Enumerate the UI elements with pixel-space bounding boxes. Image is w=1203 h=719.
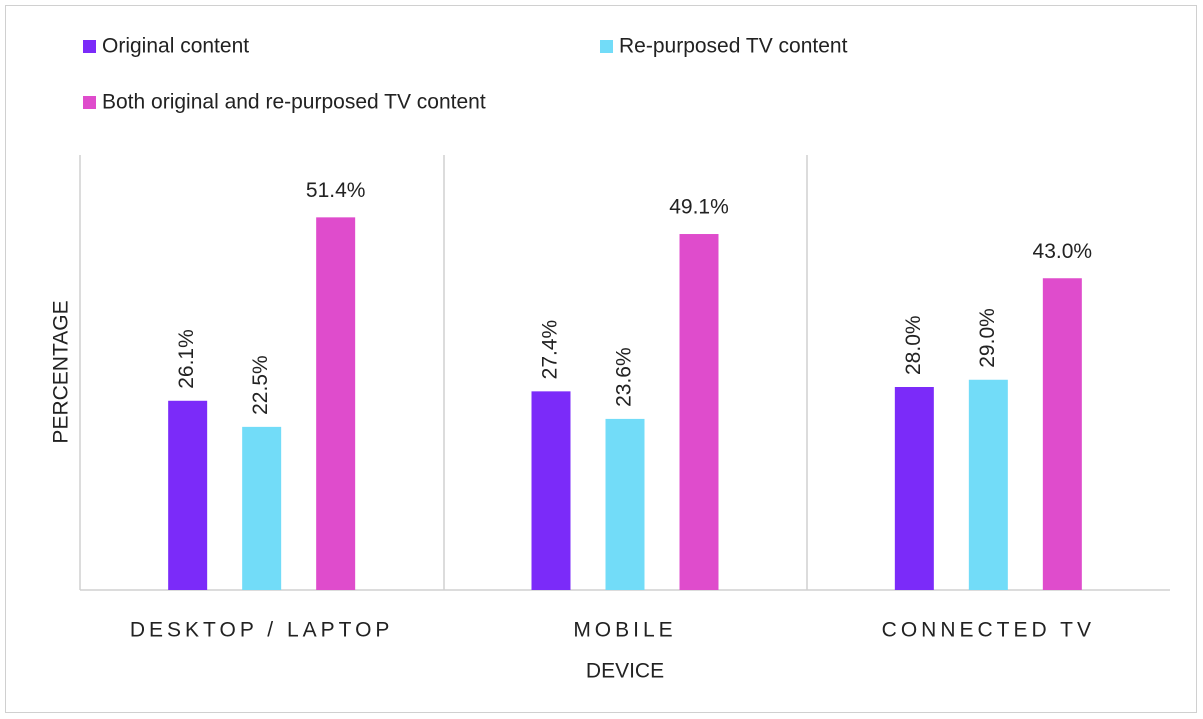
data-label: 28.0%	[902, 315, 925, 375]
data-label: 43.0%	[1033, 240, 1093, 263]
bar	[1042, 278, 1082, 590]
x-tick-label: DESKTOP / LAPTOP	[130, 619, 394, 642]
bar	[894, 387, 934, 590]
y-axis-label: PERCENTAGE	[50, 300, 73, 443]
data-label: 22.5%	[249, 355, 272, 415]
data-label: 27.4%	[539, 320, 562, 380]
legend-label: Original content	[102, 35, 249, 58]
chart-border	[5, 5, 1197, 713]
legend-label: Both original and re-purposed TV content	[102, 91, 486, 114]
legend-swatch	[83, 40, 96, 53]
bar	[605, 418, 645, 590]
x-tick-label: CONNECTED TV	[882, 619, 1095, 642]
bar	[242, 426, 282, 590]
legend-label: Re-purposed TV content	[619, 35, 848, 58]
data-label: 29.0%	[976, 308, 999, 368]
legend-swatch	[83, 96, 96, 109]
bar	[316, 217, 356, 590]
data-label: 23.6%	[613, 347, 636, 407]
data-label: 49.1%	[669, 196, 729, 219]
bar	[531, 391, 571, 590]
data-label: 51.4%	[306, 179, 366, 202]
bar	[679, 234, 719, 590]
data-label: 26.1%	[175, 329, 198, 389]
x-tick-label: MOBILE	[573, 619, 676, 642]
x-axis-label: DEVICE	[586, 660, 664, 683]
legend-swatch	[600, 40, 613, 53]
bar	[968, 379, 1008, 590]
bar	[168, 400, 208, 590]
